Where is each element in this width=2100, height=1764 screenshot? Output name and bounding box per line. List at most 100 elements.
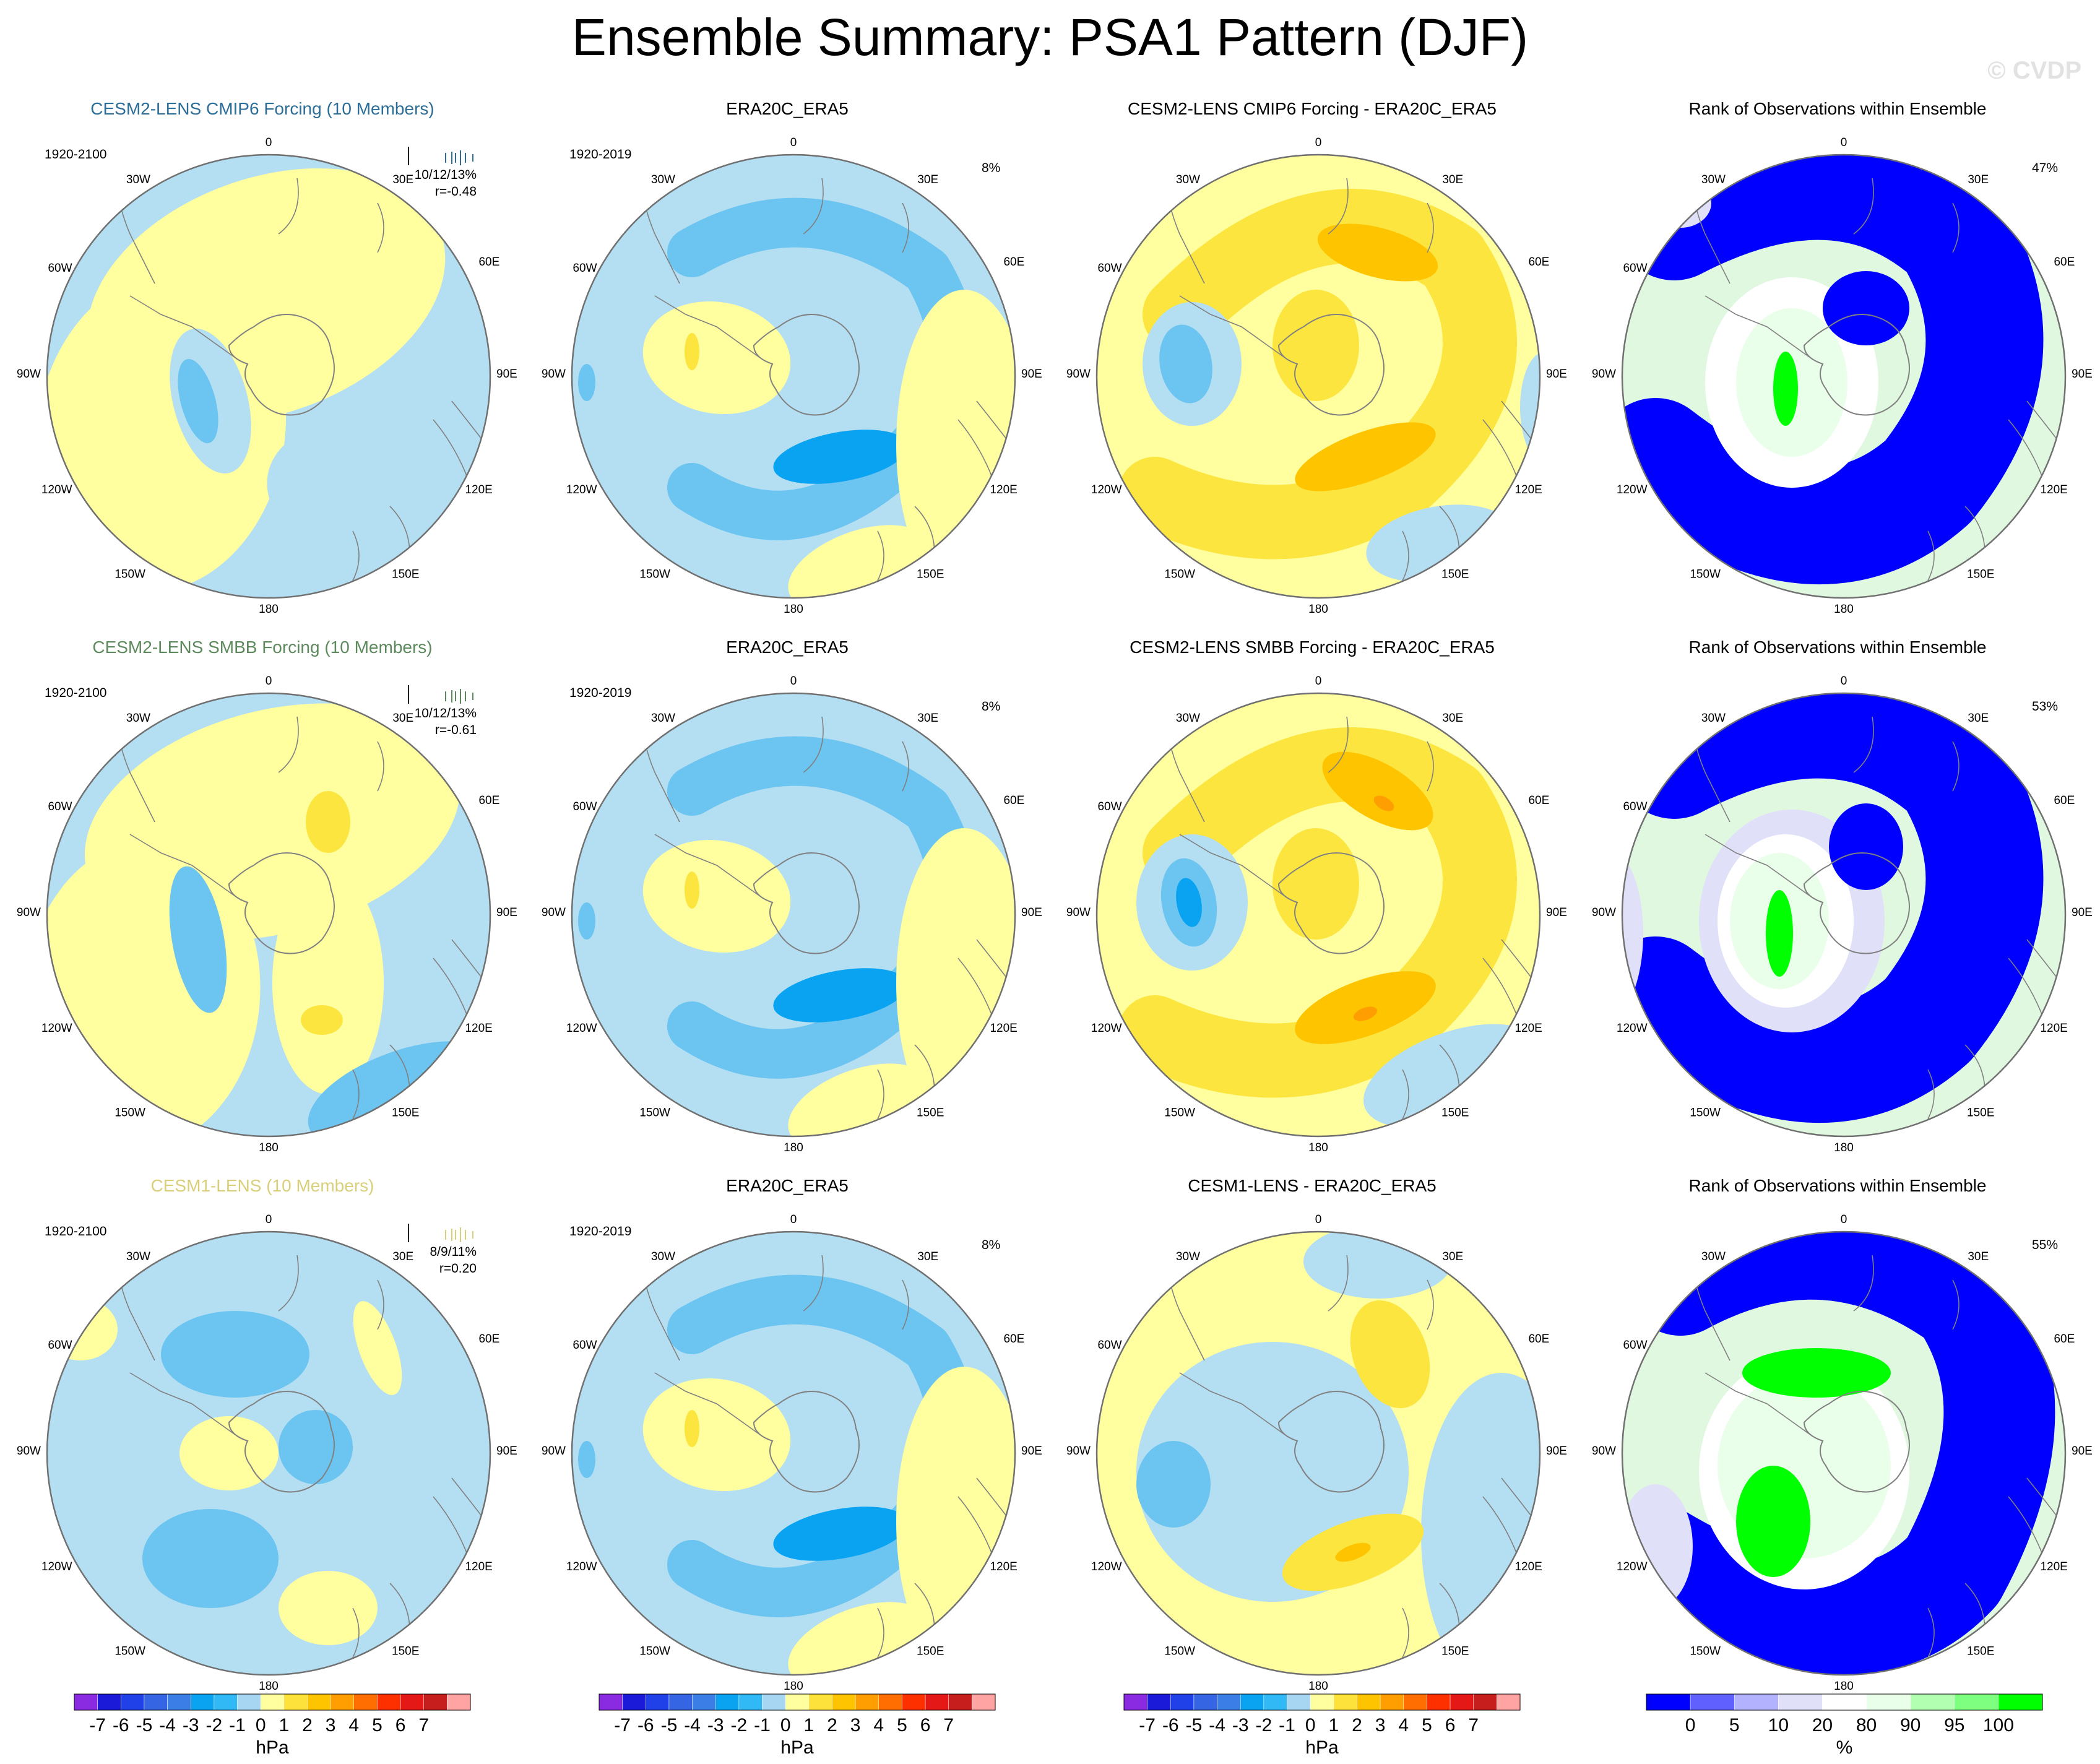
colorbar-tick-label: -6 [637, 1715, 654, 1736]
longitude-label-120e: 120E [2040, 483, 2067, 496]
africa-coastline [1328, 716, 1434, 792]
longitude-label-120w: 120W [566, 1560, 597, 1573]
longitude-label-90e: 90E [2072, 906, 2093, 919]
longitude-label-150e: 150E [917, 568, 944, 581]
longitude-label-120e: 120E [1515, 483, 1542, 496]
map-field [1097, 155, 1540, 598]
rank-panel-row-1: 0 30E 60E 90E 120E 150E 180 150W 120W 90W 60W 30W Ra… [1575, 87, 2100, 625]
pattern-stats: 10/12/13% r=-0.48 [384, 145, 477, 200]
longitude-label-0: 0 [1315, 675, 1322, 688]
colorbar-tick-label: 10 [1768, 1715, 1789, 1736]
positive-region [272, 871, 384, 1094]
antarctica-coastline [228, 852, 335, 954]
colorbar-unit-label: hPa [780, 1737, 814, 1758]
colorbar-swatch [1217, 1693, 1241, 1711]
antarctica-coastline [1277, 852, 1385, 954]
longitude-label-60e: 60E [1003, 1333, 1024, 1346]
africa-coastline [1853, 1255, 1960, 1330]
hpa-colorbar: -7 -6 -5 -4 -3 -2 -1 0 1 2 3 4 5 6 7 hPa [1121, 1693, 1523, 1761]
rank-low-region [1823, 271, 1909, 345]
positive-band [1118, 727, 1517, 1098]
colorbar-tick-label: -7 [89, 1715, 106, 1736]
longitude-label-120w: 120W [1091, 1560, 1122, 1573]
spread-indicator [384, 1222, 477, 1243]
colorbar-swatch [855, 1693, 879, 1711]
antarctica-coastline [1803, 1391, 1910, 1493]
map-border [1621, 692, 2067, 1138]
stats-range: 10/12/13% [414, 168, 477, 182]
longitude-label-60w: 60W [1623, 1339, 1647, 1352]
model-panel-row-2: 0 30E 60E 90E 120E 150E 180 150W 120W 90W 60W 30W CE… [0, 625, 525, 1164]
longitude-label-90w: 90W [542, 906, 566, 919]
colorbar-swatch [622, 1693, 646, 1711]
positive-region [642, 301, 791, 415]
polar-map: 0 30E 60E 90E 120E 150E 180 150W 120W 90W 60W 30W [17, 675, 517, 1154]
longitude-label-180: 180 [1308, 1680, 1328, 1693]
longitude-label-90w: 90W [17, 906, 41, 919]
longitude-label-150w: 150W [1164, 568, 1195, 581]
colorbar-swatch [377, 1693, 401, 1711]
longitude-label-0: 0 [790, 1213, 797, 1226]
spread-indicator [384, 684, 477, 705]
colorbar-swatch [1690, 1693, 1735, 1711]
rank-low-band [1622, 693, 2044, 1123]
antarctica-coastline [1277, 1391, 1385, 1493]
colorbar-tick-label: 2 [827, 1715, 837, 1736]
colorbar-swatch [97, 1693, 121, 1711]
negative-region [578, 364, 595, 401]
variance-percent: 8% [982, 1238, 1001, 1252]
longitude-label-30e: 30E [392, 173, 413, 186]
colorbar-swatch [715, 1693, 740, 1711]
polar-map: 0 30E 60E 90E 120E 150E 180 150W 120W 90W 60W 30W [1066, 136, 1567, 616]
longitude-label-30e: 30E [392, 1250, 413, 1263]
longitude-label-30e: 30E [1442, 173, 1463, 186]
panel-title: Rank of Observations within Ensemble [1688, 99, 1987, 118]
colorbar-swatch [1310, 1693, 1334, 1711]
longitude-label-60e: 60E [1528, 794, 1549, 807]
colorbar-tick-label: 90 [1900, 1715, 1921, 1736]
map-border [1095, 1230, 1541, 1676]
longitude-label-0: 0 [1841, 1213, 1847, 1226]
longitude-label-60e: 60E [1003, 794, 1024, 807]
panel-title: ERA20C_ERA5 [726, 1176, 849, 1195]
polar-map: 0 30E 60E 90E 120E 150E 180 150W 120W 90W 60W 30W [1592, 1213, 2093, 1693]
negative-core [1176, 878, 1202, 927]
positive-region [1350, 1300, 1430, 1409]
stats-correlation: r=-0.61 [434, 723, 477, 737]
colorbar-swatch [1822, 1693, 1867, 1711]
longitude-label-60e: 60E [478, 256, 499, 269]
polar-map: 0 30E 60E 90E 120E 150E 180 150W 120W 90W 60W 30W [17, 136, 517, 616]
longitude-label-150e: 150E [917, 1645, 944, 1658]
difference-panel-row-3: 0 30E 60E 90E 120E 150E 180 150W 120W 90W 60W 30W CE… [1050, 1164, 1575, 1702]
longitude-label-90w: 90W [17, 368, 41, 381]
colorbar-swatch [738, 1693, 763, 1711]
colorbar-tick-label: 1 [803, 1715, 814, 1736]
colorbar-swatch [1866, 1693, 1911, 1711]
colorbar-tick-label: -4 [159, 1715, 176, 1736]
africa-coastline [1328, 178, 1434, 253]
colorbar-swatch [1646, 1693, 1691, 1711]
longitude-label-90w: 90W [1592, 1445, 1616, 1458]
colorbar-tick-label: 7 [418, 1715, 429, 1736]
longitude-label-180: 180 [1308, 1141, 1328, 1154]
map-border [46, 1230, 491, 1676]
colorbar-tick-label: -3 [183, 1715, 199, 1736]
longitude-label-90e: 90E [1021, 1445, 1042, 1458]
antarctica-coastline [228, 314, 335, 416]
longitude-label-30w: 30W [651, 1250, 675, 1263]
africa-coastline [803, 716, 909, 792]
positive-peak [1353, 1006, 1378, 1021]
longitude-label-180: 180 [259, 1680, 279, 1693]
colorbar-swatch [1450, 1693, 1474, 1711]
colorbar-swatch [1427, 1693, 1451, 1711]
colorbar-tick-label: -3 [707, 1715, 724, 1736]
africa-coastline [1853, 716, 1960, 792]
colorbar-swatch [190, 1693, 215, 1711]
panel-title: CESM2-LENS CMIP6 Forcing - ERA20C_ERA5 [1128, 99, 1497, 118]
colorbar-swatch [447, 1693, 471, 1711]
longitude-label-120e: 120E [1515, 1022, 1542, 1035]
positive-region [179, 1416, 279, 1490]
longitude-label-30w: 30W [126, 712, 150, 725]
positive-region [301, 1005, 343, 1035]
longitude-label-90e: 90E [2072, 368, 2093, 381]
